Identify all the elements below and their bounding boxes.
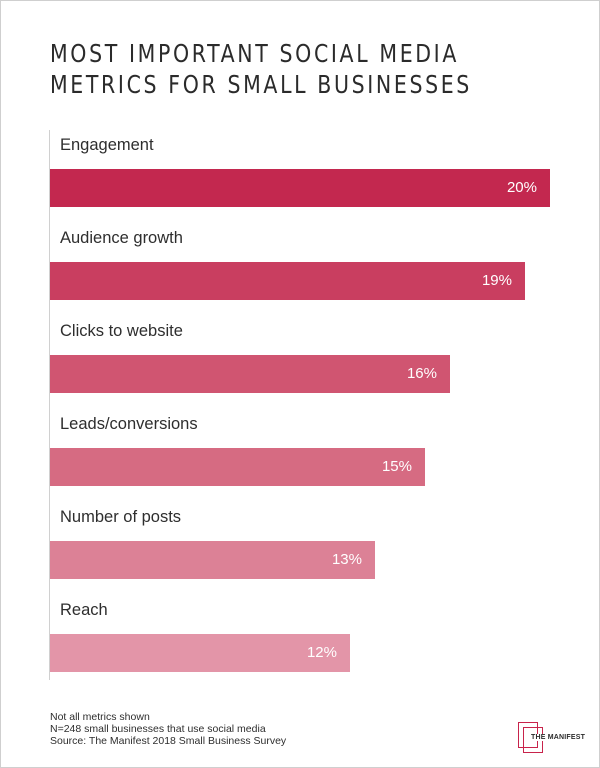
bar-value-label: 16% [406, 365, 437, 382]
bar [50, 541, 375, 579]
chart-title: MOST IMPORTANT SOCIAL MEDIA METRICS FOR … [50, 38, 476, 100]
category-axis-line [49, 130, 50, 680]
bar [50, 262, 525, 300]
category-label: Leads/conversions [60, 415, 198, 433]
logo-wordmark: THE MANIFEST [530, 734, 587, 741]
bar [50, 448, 425, 486]
category-label: Reach [60, 601, 108, 619]
bar [50, 634, 350, 672]
bar-value-label: 12% [306, 644, 337, 661]
footnote-metrics: Not all metrics shown [50, 711, 150, 723]
footnote-source: Source: The Manifest 2018 Small Business… [50, 735, 287, 747]
category-label: Clicks to website [60, 322, 183, 340]
bar-value-label: 20% [506, 179, 537, 196]
footnote-sample: N=248 small businesses that use social m… [50, 723, 266, 735]
bar-value-label: 13% [331, 551, 362, 568]
category-label: Audience growth [60, 229, 183, 247]
bar-value-label: 15% [381, 458, 412, 475]
chart-title-line-2: METRICS FOR SMALL BUSINESSES [50, 70, 472, 99]
bar [50, 355, 450, 393]
bar [50, 169, 550, 207]
bar-value-label: 19% [481, 272, 512, 289]
manifest-logo: THE MANIFEST [518, 722, 587, 758]
category-label: Engagement [60, 136, 154, 154]
footnotes: Not all metrics shown N=248 small busine… [50, 711, 286, 747]
category-label: Number of posts [60, 508, 182, 526]
chart-title-line-1: MOST IMPORTANT SOCIAL MEDIA [50, 39, 460, 68]
